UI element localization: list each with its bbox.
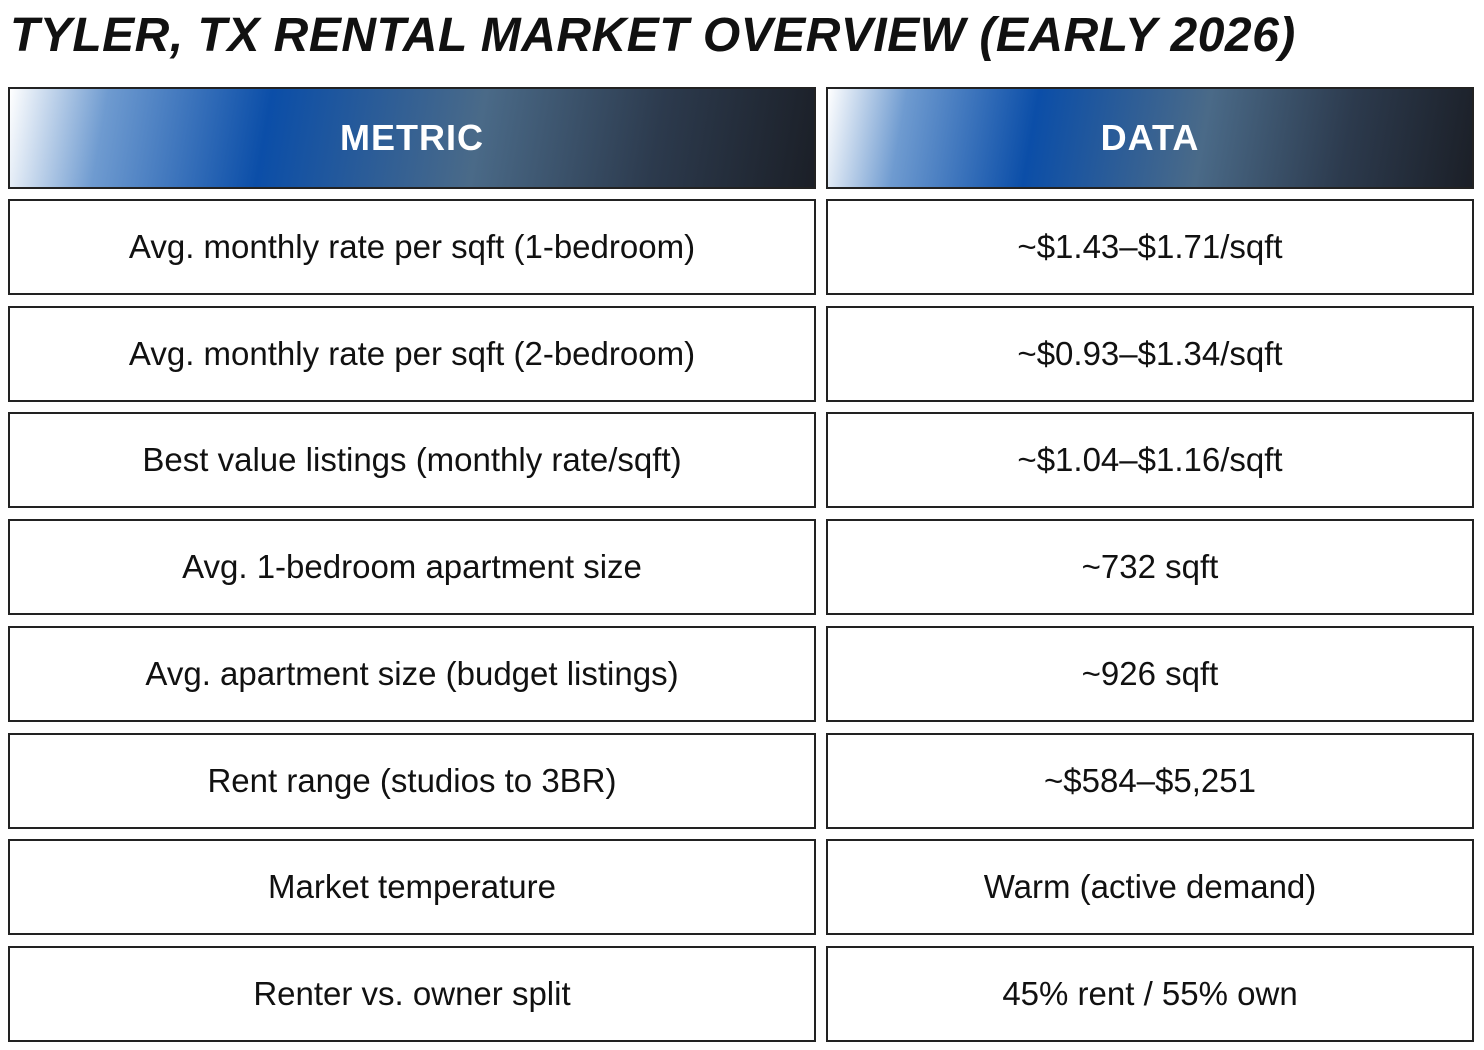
data-cell: ~$1.43–$1.71/sqft (826, 199, 1474, 295)
data-cell: ~$584–$5,251 (826, 732, 1474, 829)
metric-cell: Rent range (studios to 3BR) (8, 732, 816, 829)
data-cell: 45% rent / 55% own (826, 945, 1474, 1042)
metric-cell: Renter vs. owner split (8, 945, 816, 1042)
metric-cell: Avg. monthly rate per sqft (2-bedroom) (8, 305, 816, 402)
data-cell: Warm (active demand) (826, 839, 1474, 936)
data-cell: ~$0.93–$1.34/sqft (826, 305, 1474, 402)
data-cell: ~926 sqft (826, 625, 1474, 722)
page-title: TYLER, TX RENTAL MARKET OVERVIEW (EARLY … (10, 9, 1296, 62)
data-cell: ~$1.04–$1.16/sqft (826, 412, 1474, 509)
data-cell: ~732 sqft (826, 519, 1474, 616)
metric-cell: Avg. apartment size (budget listings) (8, 625, 816, 722)
header-cell: DATA (826, 87, 1474, 189)
metric-cell: Avg. 1-bedroom apartment size (8, 519, 816, 616)
header-cell: METRIC (8, 87, 816, 189)
metric-cell: Avg. monthly rate per sqft (1-bedroom) (8, 199, 816, 295)
metric-cell: Best value listings (monthly rate/sqft) (8, 412, 816, 509)
metric-cell: Market temperature (8, 839, 816, 936)
